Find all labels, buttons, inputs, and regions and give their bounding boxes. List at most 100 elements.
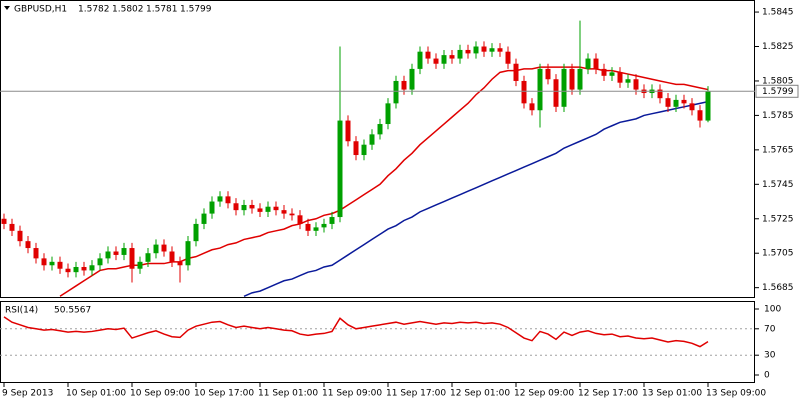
candle-body bbox=[473, 46, 479, 54]
candle-body bbox=[617, 72, 623, 83]
y-tick-label: 1.5805 bbox=[762, 76, 794, 86]
header-high: 1.5802 bbox=[112, 5, 144, 15]
y-tick-label: 30 bbox=[764, 351, 776, 361]
y-tick-label: 1.5765 bbox=[762, 145, 794, 155]
candle-body bbox=[665, 98, 671, 107]
candle-body bbox=[177, 261, 183, 266]
candle-body bbox=[593, 58, 599, 69]
candle-body bbox=[73, 266, 79, 273]
price-panel bbox=[0, 0, 755, 298]
x-tick-label: 12 Sep 09:00 bbox=[514, 389, 574, 399]
header-low: 1.5781 bbox=[146, 5, 178, 15]
candle-body bbox=[433, 58, 439, 64]
candle-body bbox=[249, 204, 255, 209]
x-tick-label: 13 Sep 01:00 bbox=[642, 389, 702, 399]
x-tick-label: 10 Sep 09:00 bbox=[130, 389, 190, 399]
candle-body bbox=[185, 241, 191, 266]
candle-body bbox=[33, 248, 39, 259]
candle-body bbox=[609, 72, 615, 76]
candle-body bbox=[217, 196, 223, 202]
y-tick-label: 0 bbox=[764, 371, 770, 381]
candle-body bbox=[585, 58, 591, 69]
x-tick-label: 12 Sep 17:00 bbox=[578, 389, 638, 399]
candle-body bbox=[449, 55, 455, 59]
header-open: 1.5782 bbox=[78, 5, 110, 15]
candle-body bbox=[105, 251, 111, 259]
candle-body bbox=[57, 261, 63, 269]
y-tick-label: 70 bbox=[764, 324, 776, 334]
candle-body bbox=[577, 68, 583, 90]
x-tick-label: 11 Sep 01:00 bbox=[258, 389, 318, 399]
candle-body bbox=[153, 244, 159, 254]
candle-body bbox=[537, 68, 543, 111]
price-plot bbox=[0, 20, 755, 297]
candle-body bbox=[281, 210, 287, 214]
candle-body bbox=[41, 258, 47, 266]
candle-body bbox=[401, 80, 407, 90]
moving-average bbox=[243, 100, 709, 297]
candle-body bbox=[393, 80, 399, 104]
candle-body bbox=[681, 99, 687, 104]
candle-body bbox=[409, 68, 415, 90]
candle-body bbox=[545, 68, 551, 80]
candle-body bbox=[553, 79, 559, 107]
moving-average bbox=[59, 66, 709, 297]
candle-body bbox=[25, 241, 31, 249]
y-tick-label: 1.5705 bbox=[762, 249, 794, 259]
candle-body bbox=[225, 196, 231, 204]
candle-body bbox=[193, 223, 199, 242]
header-close: 1.5799 bbox=[180, 5, 212, 15]
candle-body bbox=[689, 103, 695, 111]
rsi-line bbox=[3, 316, 709, 348]
candle-body bbox=[257, 208, 263, 212]
candle-body bbox=[1, 218, 7, 224]
candle-body bbox=[345, 120, 351, 142]
y-tick-label: 100 bbox=[764, 305, 781, 315]
x-tick-label: 11 Sep 09:00 bbox=[322, 389, 382, 399]
current-price-label: 1.5799 bbox=[762, 87, 794, 97]
candle-body bbox=[529, 103, 535, 111]
candle-body bbox=[89, 265, 95, 271]
candle-body bbox=[705, 91, 711, 121]
candle-body bbox=[329, 217, 335, 224]
candle-body bbox=[313, 227, 319, 231]
candle-body bbox=[425, 51, 431, 59]
axes: 1.5685 1.5705 1.5725 1.5745 1.5765 1.5785 1.58… bbox=[2, 8, 799, 399]
candle-body bbox=[161, 244, 167, 252]
candle-body bbox=[201, 213, 207, 224]
candle-body bbox=[513, 63, 519, 81]
candle-body bbox=[385, 103, 391, 125]
candle-body bbox=[497, 48, 503, 52]
x-tick-label: 12 Sep 01:00 bbox=[450, 389, 510, 399]
x-tick-label: 13 Sep 09:00 bbox=[706, 389, 766, 399]
candle-body bbox=[353, 141, 359, 156]
candle-body bbox=[241, 204, 247, 211]
x-tick-label: 9 Sep 2013 bbox=[2, 389, 53, 399]
candle-body bbox=[65, 268, 71, 273]
candle-body bbox=[137, 261, 143, 269]
y-tick-label: 1.5825 bbox=[762, 42, 794, 52]
y-tick-label: 1.5685 bbox=[762, 283, 794, 293]
candle-body bbox=[49, 261, 55, 266]
candle-body bbox=[633, 79, 639, 90]
candle-body bbox=[441, 55, 447, 64]
candle-body bbox=[145, 253, 151, 262]
candle-body bbox=[297, 215, 303, 224]
candle-body bbox=[697, 110, 703, 121]
y-tick-label: 1.5785 bbox=[762, 111, 794, 121]
candle-body bbox=[209, 201, 215, 214]
y-tick-label: 1.5845 bbox=[762, 8, 794, 18]
candle-body bbox=[569, 68, 575, 90]
candle-body bbox=[321, 223, 327, 228]
candle-body bbox=[17, 230, 23, 242]
candle-body bbox=[97, 258, 103, 266]
candle-body bbox=[265, 206, 271, 212]
candle-body bbox=[377, 124, 383, 135]
symbol-title: GBPUSD,H1 bbox=[14, 5, 67, 15]
rsi-panel bbox=[0, 301, 755, 383]
x-tick-label: 11 Sep 17:00 bbox=[386, 389, 446, 399]
candle-body bbox=[121, 248, 127, 255]
candle-body bbox=[673, 99, 679, 107]
